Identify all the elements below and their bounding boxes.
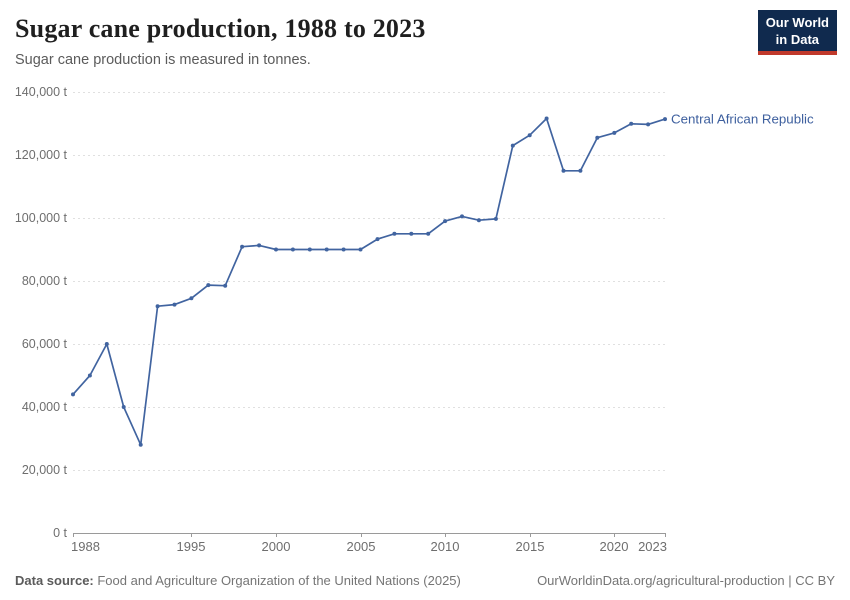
- y-tick-label: 20,000 t: [22, 463, 68, 477]
- chart-header: Sugar cane production, 1988 to 2023 Suga…: [15, 14, 735, 68]
- data-point[interactable]: [87, 373, 92, 378]
- data-source-text: Food and Agriculture Organization of the…: [93, 573, 461, 588]
- data-point[interactable]: [493, 216, 498, 221]
- data-point[interactable]: [223, 283, 228, 288]
- data-point[interactable]: [104, 342, 109, 346]
- data-source-label: Data source:: [15, 573, 94, 588]
- y-tick-label: 0 t: [53, 526, 67, 540]
- data-point[interactable]: [121, 405, 126, 409]
- data-point[interactable]: [612, 130, 617, 135]
- data-point[interactable]: [392, 231, 397, 236]
- credit-link[interactable]: OurWorldinData.org/agricultural-producti…: [537, 573, 835, 588]
- data-point[interactable]: [189, 296, 194, 301]
- x-tick-label: 2023: [638, 539, 667, 554]
- y-tick-label: 100,000 t: [15, 211, 68, 225]
- x-tick-label: 1988: [71, 539, 100, 554]
- data-point[interactable]: [71, 392, 75, 397]
- series-label[interactable]: Central African Republic: [671, 112, 814, 127]
- data-point[interactable]: [443, 219, 448, 224]
- data-point[interactable]: [138, 442, 143, 447]
- data-point[interactable]: [460, 214, 464, 219]
- data-point[interactable]: [172, 302, 177, 307]
- chart-subtitle: Sugar cane production is measured in ton…: [15, 51, 311, 68]
- data-point[interactable]: [358, 247, 363, 252]
- data-point[interactable]: [426, 231, 431, 236]
- data-point[interactable]: [257, 243, 262, 248]
- x-tick-label: 2020: [600, 539, 629, 554]
- data-point[interactable]: [341, 247, 346, 252]
- x-tick-label: 2010: [431, 539, 460, 554]
- chart-footer: Data source: Food and Agriculture Organi…: [15, 573, 835, 588]
- chart-title: Sugar cane production, 1988 to 2023: [15, 14, 426, 43]
- x-tick-label: 2000: [262, 539, 291, 554]
- data-point[interactable]: [206, 283, 211, 288]
- x-tick-label: 2005: [347, 539, 376, 554]
- data-point[interactable]: [629, 121, 634, 126]
- data-point[interactable]: [510, 143, 515, 148]
- data-point[interactable]: [544, 116, 549, 121]
- data-point[interactable]: [663, 117, 667, 122]
- y-tick-label: 80,000 t: [22, 274, 68, 288]
- x-tick-label: 2015: [516, 539, 545, 554]
- data-point[interactable]: [527, 133, 532, 138]
- data-point[interactable]: [240, 244, 245, 249]
- y-tick-label: 120,000 t: [15, 148, 68, 162]
- logo-text-line1: Our World: [765, 15, 829, 30]
- data-point[interactable]: [476, 218, 481, 223]
- x-tick-label: 1995: [177, 539, 206, 554]
- data-point[interactable]: [578, 168, 583, 173]
- y-tick-label: 60,000 t: [22, 337, 68, 351]
- y-tick-label: 40,000 t: [22, 400, 68, 414]
- owid-logo[interactable]: Our World in Data: [757, 10, 837, 56]
- data-point[interactable]: [646, 122, 651, 127]
- data-point[interactable]: [307, 247, 312, 252]
- y-tick-label: 140,000 t: [15, 85, 68, 99]
- data-point[interactable]: [324, 247, 329, 252]
- series-line[interactable]: [72, 117, 666, 446]
- data-point[interactable]: [155, 304, 160, 309]
- data-point[interactable]: [375, 237, 380, 242]
- data-point[interactable]: [561, 168, 566, 173]
- data-point[interactable]: [274, 247, 278, 252]
- data-point[interactable]: [595, 135, 600, 140]
- data-source: Data source: Food and Agriculture Organi…: [15, 573, 461, 588]
- data-point[interactable]: [409, 231, 414, 236]
- data-point[interactable]: [290, 247, 295, 252]
- logo-text-line2: in Data: [775, 31, 820, 47]
